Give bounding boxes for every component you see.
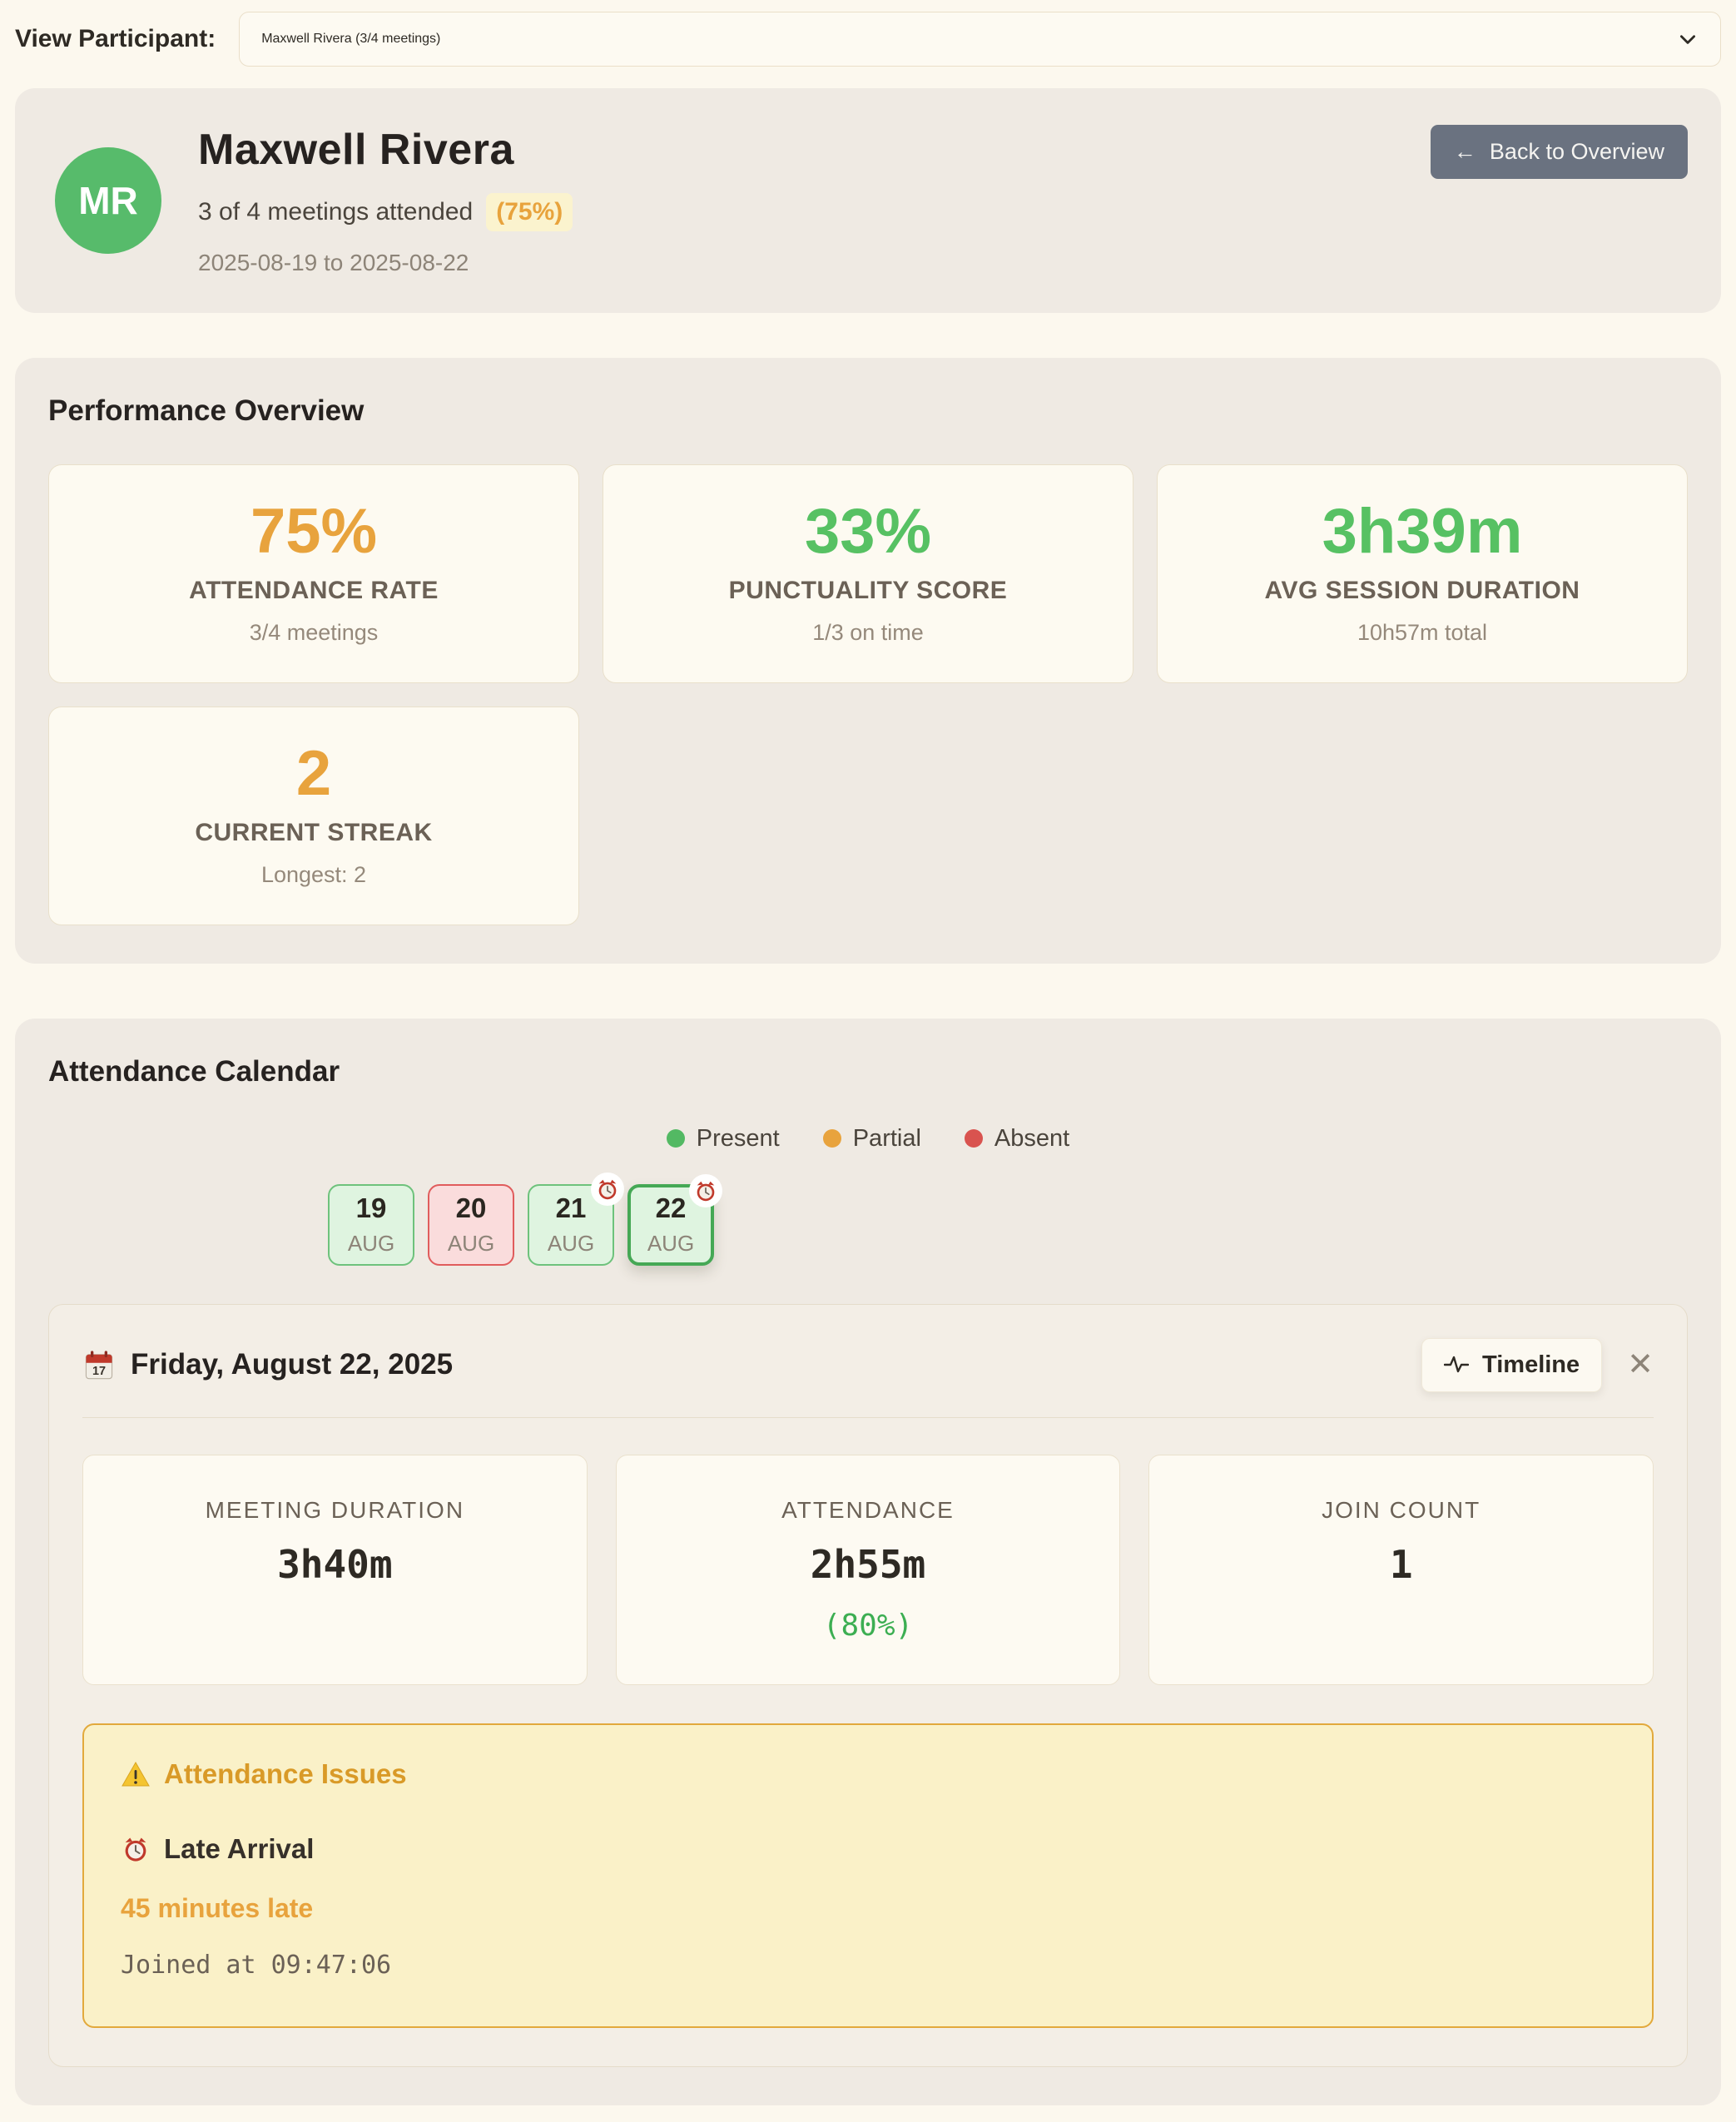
close-icon[interactable]: ✕ (1627, 1347, 1654, 1383)
attendance-issues-title: Attendance Issues (164, 1758, 407, 1789)
punctuality-score-value: 33% (804, 496, 932, 567)
meeting-duration-label: MEETING DURATION (205, 1496, 465, 1523)
attendance-rate-label: ATTENDANCE RATE (189, 576, 439, 604)
punctuality-score-label: PUNCTUALITY SCORE (728, 576, 1008, 604)
participant-select-value: Maxwell Rivera (3/4 meetings) (261, 32, 441, 46)
performance-overview-section: Performance Overview 75% ATTENDANCE RATE… (15, 358, 1721, 964)
meeting-duration-box: MEETING DURATION 3h40m (82, 1454, 588, 1685)
chip-day-number: 19 (355, 1192, 387, 1224)
avg-session-duration-label: AVG SESSION DURATION (1264, 576, 1580, 604)
join-count-value: 1 (1389, 1541, 1413, 1587)
attendance-issues-box: Attendance Issues Late Arrival 45 minute… (82, 1723, 1654, 2028)
attendance-calendar-section: Attendance Calendar Present Partial Abse… (15, 1018, 1721, 2105)
legend-absent-label: Absent (994, 1124, 1070, 1152)
back-arrow-icon: ← (1453, 139, 1476, 164)
join-count-label: JOIN COUNT (1322, 1496, 1481, 1523)
avatar: MR (55, 147, 161, 254)
day-chip-aug-21[interactable]: 21 AUG (528, 1172, 624, 1266)
day-chip-aug-19[interactable]: 19 AUG (328, 1183, 414, 1266)
legend-partial-label: Partial (852, 1124, 921, 1152)
attendance-summary-text: 3 of 4 meetings attended (198, 198, 474, 226)
attendance-issues-title-row: Attendance Issues (121, 1758, 1615, 1790)
partial-dot-icon (822, 1129, 841, 1148)
chip-month: AUG (647, 1231, 695, 1257)
current-streak-label: CURRENT STREAK (195, 818, 433, 846)
date-range: 2025-08-19 to 2025-08-22 (198, 250, 469, 275)
back-to-overview-button[interactable]: ← Back to Overview (1430, 125, 1688, 179)
timeline-button-label: Timeline (1482, 1351, 1580, 1378)
attendance-value: 2h55m (810, 1541, 926, 1587)
svg-text:17: 17 (92, 1365, 106, 1378)
stat-card-punctuality-score: 33% PUNCTUALITY SCORE 1/3 on time (603, 464, 1133, 683)
performance-overview-title: Performance Overview (48, 394, 365, 427)
view-participant-label: View Participant: (15, 25, 216, 52)
stat-card-current-streak: 2 CURRENT STREAK Longest: 2 (48, 706, 579, 925)
participant-name: Maxwell Rivera (198, 126, 514, 174)
status-legend: Present Partial Absent (48, 1125, 1688, 1153)
participant-select[interactable]: Maxwell Rivera (3/4 meetings) (239, 12, 1721, 67)
warning-icon (122, 1761, 150, 1787)
day-detail-title: 17 Friday, August 22, 2025 (82, 1348, 453, 1381)
day-detail-date: Friday, August 22, 2025 (131, 1348, 454, 1381)
punctuality-score-sub: 1/3 on time (812, 619, 924, 645)
chevron-down-icon (1680, 35, 1695, 44)
calendar-icon: 17 (85, 1351, 113, 1380)
attendance-box: ATTENDANCE 2h55m (80%) (615, 1454, 1121, 1685)
attendance-label: ATTENDANCE (781, 1496, 955, 1523)
avg-session-duration-value: 3h39m (1322, 496, 1523, 567)
day-detail-header: 17 Friday, August 22, 2025 Timeline ✕ (82, 1337, 1654, 1418)
stat-card-avg-session-duration: 3h39m AVG SESSION DURATION 10h57m total (1157, 464, 1688, 683)
current-streak-value: 2 (295, 737, 332, 809)
meeting-duration-value: 3h40m (277, 1541, 393, 1587)
absent-dot-icon (964, 1129, 983, 1148)
minutes-late-text: 45 minutes late (121, 1892, 314, 1923)
current-streak-sub: Longest: 2 (260, 861, 367, 887)
attendance-percentage-badge: (75%) (486, 193, 573, 231)
join-count-box: JOIN COUNT 1 (1148, 1454, 1654, 1685)
late-alarm-badge (689, 1173, 722, 1207)
chip-day-number: 20 (455, 1192, 487, 1224)
day-chip-aug-20[interactable]: 20 AUG (428, 1183, 514, 1266)
participant-header-card: MR Maxwell Rivera 3 of 4 meetings attend… (15, 88, 1721, 313)
alarm-clock-icon (697, 1181, 715, 1201)
performance-stats-grid: 75% ATTENDANCE RATE 3/4 meetings 33% PUN… (48, 464, 1688, 925)
day-detail-card: 17 Friday, August 22, 2025 Timeline ✕ (48, 1303, 1688, 2067)
legend-item-absent: Absent (964, 1124, 1070, 1153)
joined-at-text: Joined at 09:47:06 (121, 1950, 392, 1980)
legend-item-partial: Partial (822, 1124, 921, 1153)
present-dot-icon (666, 1129, 685, 1148)
day-detail-actions: Timeline ✕ (1421, 1337, 1654, 1392)
chip-month: AUG (547, 1231, 595, 1257)
legend-item-present: Present (666, 1124, 780, 1153)
late-arrival-label: Late Arrival (164, 1832, 315, 1864)
view-participant-bar: View Participant: Maxwell Rivera (3/4 me… (15, 12, 1721, 67)
avg-session-duration-sub: 10h57m total (1357, 619, 1488, 645)
timeline-button[interactable]: Timeline (1421, 1337, 1603, 1392)
alarm-clock-icon (598, 1179, 617, 1199)
activity-pulse-icon (1444, 1356, 1470, 1373)
day-detail-stats: MEETING DURATION 3h40m ATTENDANCE 2h55m … (82, 1454, 1654, 1685)
stat-card-attendance-rate: 75% ATTENDANCE RATE 3/4 meetings (48, 464, 579, 683)
chip-day-number: 22 (655, 1192, 687, 1224)
late-alarm-badge (591, 1172, 624, 1206)
chip-month: AUG (347, 1231, 395, 1257)
day-chip-aug-22-selected[interactable]: 22 AUG (627, 1173, 722, 1266)
legend-present-label: Present (696, 1124, 780, 1152)
back-to-overview-label: Back to Overview (1489, 139, 1664, 164)
late-arrival-row: Late Arrival (121, 1833, 1615, 1865)
chip-day-number: 21 (555, 1192, 587, 1224)
participant-info: Maxwell Rivera 3 of 4 meetings attended … (198, 125, 573, 276)
chip-month: AUG (447, 1231, 495, 1257)
attendance-rate-value: 75% (250, 496, 378, 567)
attendance-percentage: (80%) (822, 1608, 914, 1643)
day-chips-row: 19 AUG 20 AUG 21 AUG (328, 1172, 1688, 1266)
attendance-calendar-title: Attendance Calendar (48, 1054, 340, 1088)
attendance-summary: 3 of 4 meetings attended (75%) (198, 193, 573, 231)
attendance-rate-sub: 3/4 meetings (249, 619, 379, 645)
alarm-clock-icon (125, 1837, 146, 1862)
